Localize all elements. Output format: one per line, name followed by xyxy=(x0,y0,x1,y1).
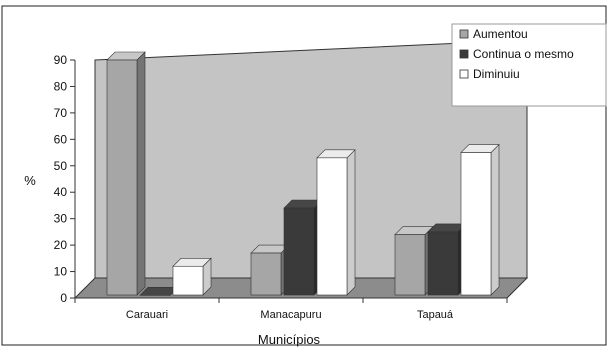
y-tick-label: 50 xyxy=(54,159,68,173)
bar xyxy=(250,244,290,296)
bar-front xyxy=(283,207,315,296)
legend-swatch xyxy=(459,49,469,59)
legend-box xyxy=(451,23,607,107)
y-tick-label: 0 xyxy=(60,291,67,305)
y-tick-label: 80 xyxy=(54,79,68,93)
legend: Aumentou Continua o mesmo Diminuiu xyxy=(451,23,607,107)
x-axis-ticks: Carauari Manacapuru Tapauá xyxy=(74,298,508,321)
legend-swatch xyxy=(459,29,469,39)
bar xyxy=(316,149,356,296)
bar-front xyxy=(172,265,204,296)
bar xyxy=(394,225,434,296)
y-tick-label: 70 xyxy=(54,106,68,120)
bar xyxy=(460,143,500,296)
y-axis-ticks: 0 10 20 30 40 50 60 70 80 90 xyxy=(54,53,75,305)
x-tick-label: Carauari xyxy=(126,309,168,321)
bar-series-group xyxy=(106,51,500,297)
bar-side xyxy=(490,143,500,296)
legend-swatch xyxy=(459,69,469,79)
y-tick-label: 40 xyxy=(54,185,68,199)
bar-front xyxy=(316,157,348,296)
bar-front xyxy=(394,234,426,296)
bar xyxy=(106,51,146,296)
x-axis-title: Municípios xyxy=(258,332,321,347)
bar-front xyxy=(250,252,282,296)
x-tick-label: Tapauá xyxy=(417,309,454,321)
bar-front xyxy=(427,231,459,296)
y-tick-label: 20 xyxy=(54,238,68,252)
bar-front xyxy=(460,152,492,296)
bar xyxy=(172,257,212,296)
y-tick-label: 10 xyxy=(54,265,68,279)
y-tick-label: 60 xyxy=(54,132,68,146)
legend-label: Continua o mesmo xyxy=(473,47,574,61)
legend-label: Diminuiu xyxy=(473,67,520,81)
legend-label: Aumentou xyxy=(473,27,528,41)
bar xyxy=(427,223,467,296)
bar-front xyxy=(106,59,138,296)
bar-side xyxy=(346,149,356,296)
x-tick-label: Manacapuru xyxy=(260,309,321,321)
y-axis-title: % xyxy=(24,173,36,188)
bar-side xyxy=(136,51,146,296)
y-tick-label: 30 xyxy=(54,212,68,226)
y-tick-label: 90 xyxy=(54,53,68,67)
bar xyxy=(283,199,323,296)
